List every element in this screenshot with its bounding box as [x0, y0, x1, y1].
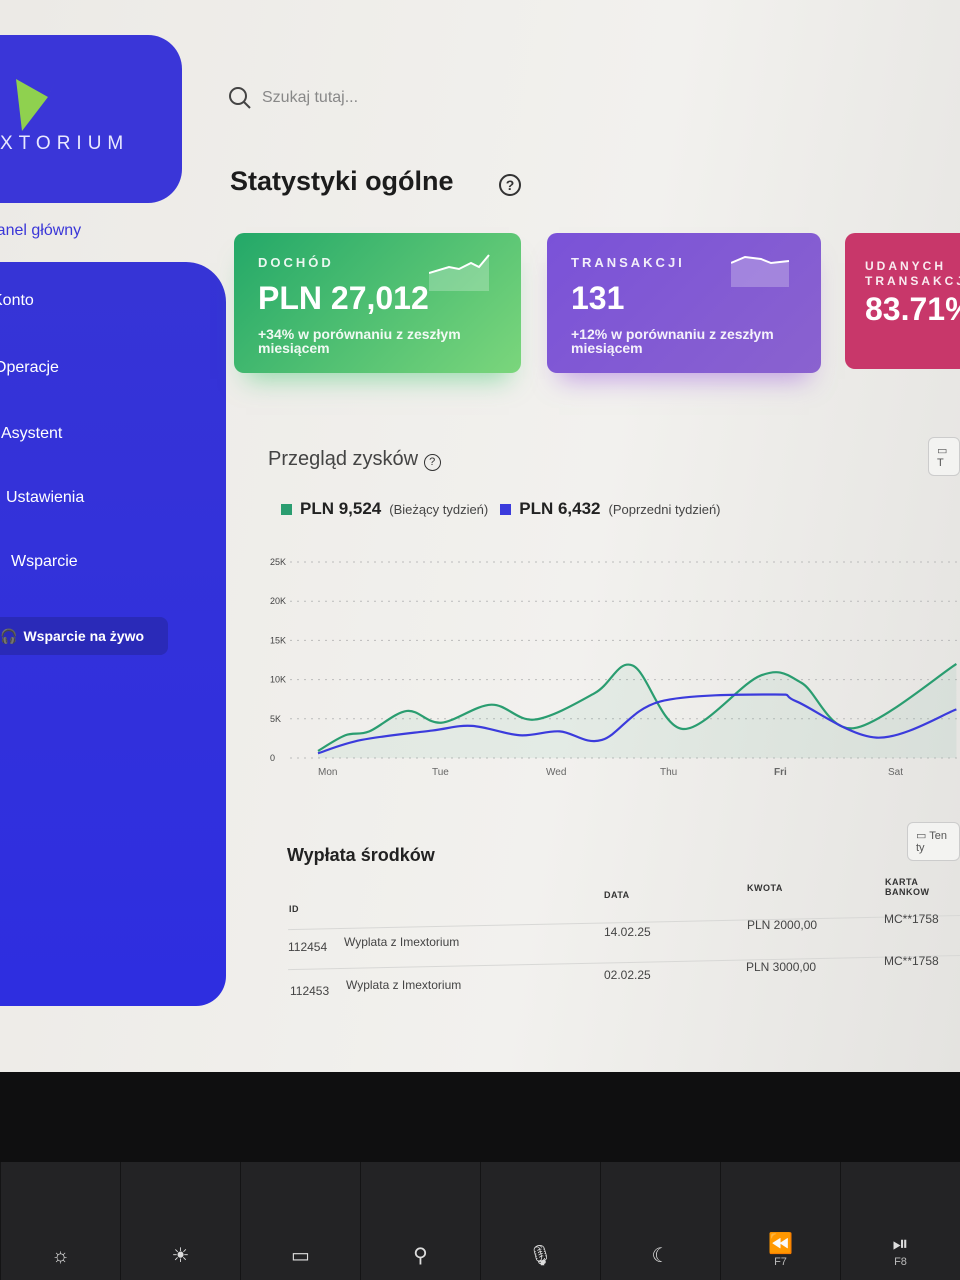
y-tick-label: 10K: [270, 675, 286, 685]
search-input[interactable]: Szukaj tutaj...: [218, 72, 758, 124]
col-card: KARTA BANKOW: [885, 877, 930, 897]
row-desc: Wyplata z Imextorium: [346, 978, 462, 992]
row-amount: PLN 2000,00: [747, 918, 818, 932]
legend-note-previous: (Poprzedni tydzień): [608, 501, 721, 517]
legend-swatch-current: [281, 503, 292, 515]
headset-icon: 🎧: [0, 627, 18, 644]
chart-legend: PLN 9,524 (Bieżący tydzień) PLN 6,432 (P…: [281, 499, 721, 519]
card-value: PLN 27,012: [258, 280, 429, 316]
screen: XTORIUM Panel główny Konto Operacje Asys…: [0, 0, 960, 1072]
sidebar-item-wsparcie[interactable]: Wsparcie: [11, 553, 78, 570]
card-label: UDANYCH TRANSAKCJI: [865, 259, 960, 288]
transactions-card: TRANSAKCJI 131 +12% w porównaniu z zeszł…: [547, 233, 821, 373]
focus-key[interactable]: ☾: [600, 1162, 720, 1280]
help-icon[interactable]: ?: [499, 174, 522, 196]
card-sub: +34% w porównaniu z zeszłym miesiącem: [258, 326, 461, 356]
sidebar-item-operacje[interactable]: Operacje: [0, 359, 59, 376]
sidebar-item-panel[interactable]: Panel główny: [0, 222, 82, 239]
brightness-up-key[interactable]: ☀: [120, 1162, 240, 1280]
series-line-previous: [317, 693, 957, 755]
sidebar-item-ustawienia[interactable]: Ustawienia: [6, 489, 85, 506]
live-support-label: Wsparcie na żywo: [23, 628, 145, 644]
x-tick-label: Thu: [660, 767, 677, 778]
row-id: 112454: [288, 940, 328, 954]
function-keys: ☼ ☀ ▭ ⚲ 🎙 ☾ ⏪ F7 ⏯ F8: [0, 1162, 960, 1280]
row-amount: PLN 3000,00: [746, 960, 817, 974]
row-date: 02.02.25: [604, 968, 651, 982]
row-date: 14.02.25: [604, 925, 651, 939]
date-range-button[interactable]: ▭ T: [928, 437, 960, 476]
x-tick-label: Fri: [774, 767, 787, 778]
success-rate-card: UDANYCH TRANSAKCJI 83.71%: [845, 233, 960, 369]
sparkline-icon: [731, 255, 790, 287]
card-sub: +12% w porównaniu z zeszłym miesiącem: [571, 326, 774, 356]
live-support-button[interactable]: 🎧 Wsparcie na żywo: [0, 617, 168, 655]
series-area: [318, 663, 957, 758]
y-tick-label: 15K: [270, 635, 286, 645]
spotlight-key[interactable]: ⚲: [360, 1162, 480, 1280]
sidebar-item-konto[interactable]: Konto: [0, 292, 34, 309]
col-amount: KWOTA: [747, 883, 783, 893]
y-tick-label: 0: [270, 753, 275, 763]
legend-swatch-previous: [500, 503, 512, 515]
row-card: MC**1758: [884, 954, 939, 968]
col-id: ID: [289, 904, 299, 914]
row-card: MC**1758: [884, 912, 939, 926]
rewind-key[interactable]: ⏪ F7: [720, 1162, 840, 1280]
legend-value-previous: PLN 6,432: [519, 499, 601, 518]
card-value: 131: [571, 280, 625, 316]
search-placeholder: Szukaj tutaj...: [262, 89, 359, 106]
x-tick-label: Tue: [432, 767, 449, 778]
play-pause-key[interactable]: ⏯ F8: [840, 1162, 960, 1280]
sparkline-icon: [429, 254, 490, 291]
withdrawals-date-button[interactable]: ▭ Ten ty: [907, 822, 960, 861]
x-tick-label: Mon: [318, 767, 337, 778]
logo-text: XTORIUM: [0, 133, 130, 154]
y-tick-label: 5K: [270, 714, 281, 724]
card-label: TRANSAKCJI: [571, 255, 685, 270]
overview-title: Przegląd zysków ?: [268, 448, 441, 471]
legend-value-current: PLN 9,524: [300, 499, 382, 518]
search-icon: [229, 87, 251, 109]
dictation-key[interactable]: 🎙: [480, 1162, 600, 1280]
y-tick-label: 25K: [270, 557, 286, 567]
laptop-bezel: [0, 1072, 960, 1162]
series-line-current: [317, 662, 957, 752]
logo-icon: [16, 75, 58, 131]
card-label: DOCHÓD: [258, 255, 334, 270]
legend-note-current: (Bieżący tydzień): [389, 501, 489, 517]
x-tick-label: Wed: [546, 767, 566, 778]
page-title: Statystyki ogólne ?: [230, 166, 522, 197]
col-date: DATA: [604, 890, 630, 900]
y-tick-label: 20K: [270, 596, 286, 606]
x-tick-label: Sat: [888, 767, 903, 778]
withdrawals-title: Wypłata środków: [287, 845, 435, 865]
income-card: DOCHÓD PLN 27,012 +34% w porównaniu z ze…: [234, 233, 521, 373]
sidebar-item-asystent[interactable]: Asystent: [1, 425, 63, 442]
help-icon[interactable]: ?: [423, 453, 441, 471]
row-id: 112453: [290, 984, 330, 998]
row-desc: Wyplata z Imextorium: [344, 935, 460, 949]
card-value: 83.71%: [865, 291, 960, 327]
mission-control-key[interactable]: ▭: [240, 1162, 360, 1280]
profit-chart: 0 5K 10K 15K 20K 25K Mon Tue Wed Thu Fri Sat: [270, 557, 960, 778]
brightness-down-key[interactable]: ☼: [0, 1162, 120, 1280]
